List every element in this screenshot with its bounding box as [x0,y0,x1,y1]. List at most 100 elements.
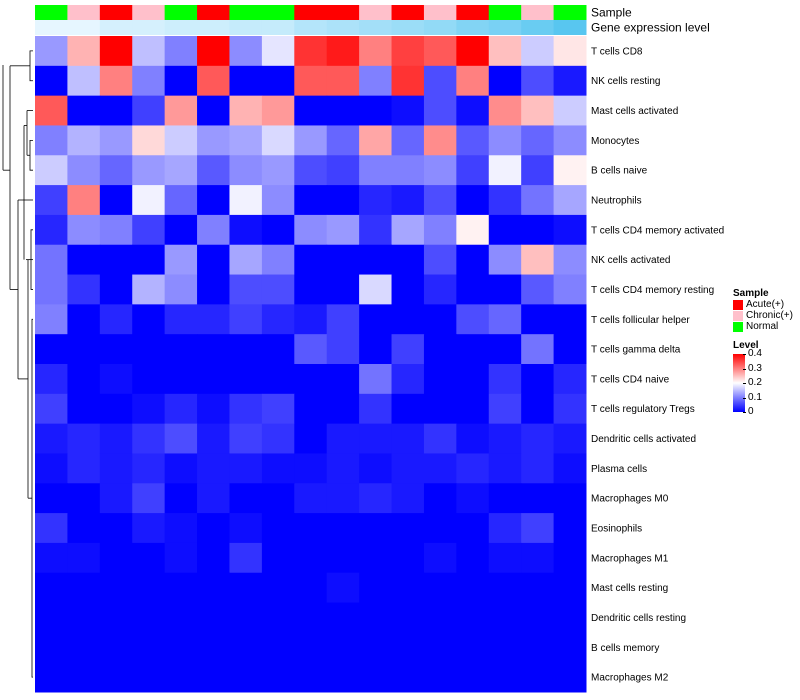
heatmap-cell [553,95,587,126]
expression-annotation-cell [521,20,555,35]
heatmap-cell [35,393,68,425]
heatmap-cell [35,304,68,335]
heatmap-cell [326,542,360,574]
heatmap-cell [261,274,295,305]
heatmap-cell [229,542,263,574]
heatmap-cell [229,334,263,365]
colorbar-gradient [733,354,745,412]
heatmap-cell [326,65,360,97]
sample-annotation-cell [521,5,555,20]
row-label: Monocytes [591,136,639,147]
expression-annotation-cell [456,20,490,35]
colorbar: 0.4 0.3 0.2 0.1 0 [733,349,775,417]
heatmap-cell [164,185,198,216]
heatmap-cell [99,423,133,454]
heatmap-cell [99,364,133,395]
heatmap-cell [132,423,166,454]
sample-legend-item-acute: Acute(+) [733,299,793,310]
heatmap-cell [132,453,166,484]
heatmap-cell [488,274,522,305]
heatmap-cell [326,36,360,67]
heatmap-cell [423,513,457,544]
heatmap-cell [229,214,263,246]
heatmap-cell [521,393,555,425]
heatmap-cell [326,214,360,246]
heatmap-cell [197,632,230,663]
heatmap-cell [197,36,230,67]
acute-swatch [733,299,743,310]
heatmap-cell [423,274,457,305]
heatmap-cell [423,214,457,246]
heatmap-cell [326,513,360,544]
heatmap-cell [261,36,295,67]
heatmap-cell [553,662,587,693]
heatmap-cell [99,155,133,186]
sample-annotation-cell [35,5,68,20]
heatmap-cell [197,304,230,335]
heatmap-cell [229,304,263,335]
level-legend-title: Level [733,340,759,351]
expression-annotation-cell [99,20,133,35]
heatmap-cell [261,453,295,484]
heatmap-cell [359,364,393,395]
heatmap-cell [294,214,328,246]
heatmap-cell [35,36,68,67]
sample-annotation-cell [67,5,101,20]
heatmap-cell [488,662,522,693]
heatmap-cell [99,334,133,365]
heatmap-cell [67,483,101,514]
heatmap-cell [164,662,198,693]
heatmap-cell [229,662,263,693]
heatmap-cell [229,602,263,633]
heatmap-cell [521,662,555,693]
heatmap-cell [553,602,587,633]
heatmap-cell [326,274,360,305]
heatmap-cell [229,483,263,514]
heatmap-cell [423,542,457,574]
row-label: NK cells activated [591,255,670,266]
sample-annotation-cell [164,5,198,20]
heatmap-cell [35,572,68,604]
heatmap-cell [229,572,263,604]
heatmap-cell [423,65,457,97]
heatmap-cell [99,513,133,544]
heatmap-cell [197,214,230,246]
heatmap-cell [553,542,587,574]
heatmap-cell [521,602,555,633]
heatmap-cell [423,125,457,156]
heatmap-cell [391,125,425,156]
heatmap-cell [99,453,133,484]
heatmap-cell [423,185,457,216]
sample-legend-item-chronic: Chronic(+) [733,310,793,321]
heatmap-cell [197,423,230,454]
heatmap-cell [164,65,198,97]
heatmap-cell [553,244,587,276]
heatmap-cell [67,214,101,246]
heatmap-cell [294,155,328,186]
heatmap-cell [132,125,166,156]
heatmap-cell [391,36,425,67]
heatmap-cell [229,185,263,216]
sample-legend-item-normal: Normal [733,321,793,332]
heatmap-cell [423,453,457,484]
sample-annotation-cell [553,5,587,20]
heatmap-cell [67,453,101,484]
heatmap-cell [164,453,198,484]
expression-annotation-cell [132,20,166,35]
heatmap-cell [132,542,166,574]
colorbar-tick: 0.4 [743,348,762,359]
heatmap-cell [488,244,522,276]
heatmap-cell [229,155,263,186]
sample-annotation-cell [488,5,522,20]
row-label: Macrophages M0 [591,494,669,505]
heatmap-cell [35,542,68,574]
heatmap-cell [488,423,522,454]
row-label: Neutrophils [591,196,642,207]
heatmap-cell [261,602,295,633]
heatmap-cell [326,364,360,395]
heatmap-cell [488,125,522,156]
heatmap-cell [197,334,230,365]
heatmap-cell [35,632,68,663]
heatmap-cell [423,95,457,126]
heatmap-cell [326,602,360,633]
